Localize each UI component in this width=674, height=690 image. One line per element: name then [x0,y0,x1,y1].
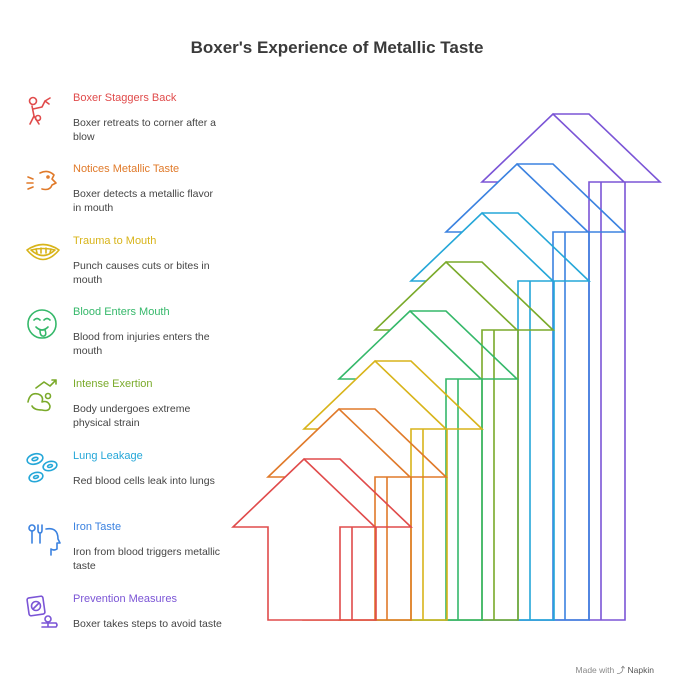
step-description: Body undergoes extreme physical strain [73,403,191,429]
prevention-sign-icon [24,593,62,631]
mouth-teeth-icon [24,235,62,273]
step-heading: Intense Exertion [73,378,153,390]
face-tongue-icon [24,306,62,344]
footer-credit: Made with ⤴ Napkin [576,664,654,676]
step-description: Red blood cells leak into lungs [73,475,215,487]
step-description: Blood from injuries enters the mouth [73,331,210,357]
page-title: Boxer's Experience of Metallic Taste [190,38,484,57]
step-prevention-measures: Prevention Measures Boxer takes steps to… [24,593,234,663]
arrow-side-face [304,458,413,621]
step-notices-metallic-taste: Notices Metallic Taste Boxer detects a m… [24,163,234,233]
muscle-strain-icon [24,378,62,416]
step-heading: Boxer Staggers Back [73,92,177,104]
napkin-brand: Napkin [627,665,654,675]
step-description: Boxer detects a metallic flavor in mouth [73,188,214,214]
head-utensils-icon [24,521,62,559]
step-heading: Lung Leakage [73,450,143,462]
step-boxer-staggers-back: Boxer Staggers Back Boxer retreats to co… [24,92,234,162]
step-heading: Blood Enters Mouth [73,306,170,318]
step-heading: Trauma to Mouth [73,235,157,247]
step-heading: Prevention Measures [73,593,177,605]
napkin-logo-icon: ⤴ [616,665,626,675]
arrow-side-face [517,163,626,621]
step-intense-exertion: Intense Exertion Body undergoes extreme … [24,378,234,448]
step-description: Punch causes cuts or bites in mouth [73,260,210,286]
arrow-side-face [375,360,484,621]
made-with-label: Made with [575,665,615,675]
step-lung-leakage: Lung Leakage Red blood cells leak into l… [24,450,234,520]
step-description: Boxer retreats to corner after a blow [73,117,216,143]
blood-cells-icon [24,450,62,488]
step-heading: Iron Taste [73,521,122,533]
arrow-1 [231,457,413,621]
arrow-side-face [339,408,448,621]
arrow-side-face [553,113,662,621]
boxer-staggering-icon [24,92,62,130]
arrow-side-face [410,310,519,621]
face-notice-icon [24,163,62,201]
step-iron-taste: Iron Taste Iron from blood triggers meta… [24,521,234,591]
step-trauma-to-mouth: Trauma to Mouth Punch causes cuts or bit… [24,235,234,305]
arrow-front-face [231,457,377,621]
step-heading: Notices Metallic Taste [73,163,180,175]
step-description: Boxer takes steps to avoid taste [73,618,222,630]
step-blood-enters-mouth: Blood Enters Mouth Blood from injuries e… [24,306,234,376]
arrow-side-face [482,212,591,621]
step-description: Iron from blood triggers metallic taste [73,546,221,572]
